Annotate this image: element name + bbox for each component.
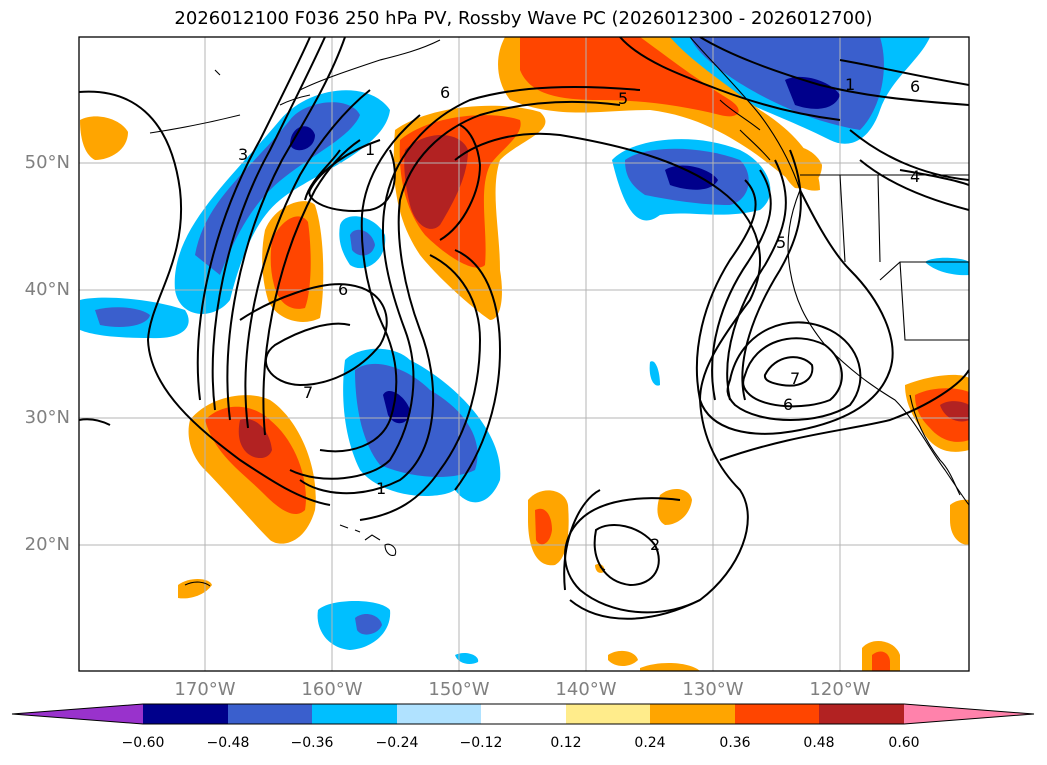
contour-label: 6 bbox=[338, 280, 348, 299]
lon-label: 150°W bbox=[428, 679, 490, 700]
lat-label: 30°N bbox=[24, 407, 70, 428]
lat-label: 40°N bbox=[24, 279, 70, 300]
contour-label: 2 bbox=[650, 535, 660, 554]
map-plot: 6 5 3 1 6 7 1 5 6 4 7 6 2 1 bbox=[78, 36, 970, 672]
colorbar-tick-label: 0.12 bbox=[550, 735, 582, 751]
lon-label: 130°W bbox=[682, 679, 744, 700]
lat-label: 50°N bbox=[24, 152, 70, 173]
colorbar-swatch bbox=[735, 704, 819, 724]
contour-label: 1 bbox=[845, 75, 855, 94]
colorbar-swatch bbox=[143, 704, 228, 724]
colorbar-tick-label: −0.60 bbox=[121, 735, 165, 751]
contour-label: 4 bbox=[910, 167, 920, 186]
colorbar-tick-label: −0.24 bbox=[375, 735, 419, 751]
contour-label: 7 bbox=[303, 383, 313, 402]
colorbar-swatches bbox=[12, 704, 1034, 724]
colorbar-tick-label: 0.24 bbox=[634, 735, 666, 751]
contour-label: 7 bbox=[790, 369, 800, 388]
contour-label: 5 bbox=[776, 233, 786, 252]
colorbar-swatch bbox=[228, 704, 312, 724]
lat-label: 20°N bbox=[24, 534, 70, 555]
lon-label: 120°W bbox=[809, 679, 871, 700]
positive-pv-anomalies bbox=[80, 37, 969, 671]
colorbar-tick-label: −0.48 bbox=[206, 735, 250, 751]
colorbar-swatch bbox=[819, 704, 904, 724]
map-frame bbox=[78, 36, 970, 672]
colorbar-swatch bbox=[397, 704, 481, 724]
lon-label: 170°W bbox=[174, 679, 236, 700]
colorbar-outline bbox=[11, 703, 1035, 725]
colorbar-tick-label: 0.36 bbox=[719, 735, 751, 751]
contour-label: 1 bbox=[376, 479, 386, 498]
contour-label: 6 bbox=[783, 395, 793, 414]
colorbar-swatch bbox=[312, 704, 397, 724]
colorbar-swatch bbox=[12, 704, 143, 724]
contour-label: 3 bbox=[238, 145, 248, 164]
colorbar-tick-label: −0.12 bbox=[459, 735, 503, 751]
colorbar-swatch bbox=[566, 704, 650, 724]
colorbar-tick-label: 0.48 bbox=[803, 735, 835, 751]
colorbar bbox=[11, 703, 1035, 725]
contour-label: 6 bbox=[440, 83, 450, 102]
contour-label: 6 bbox=[910, 77, 920, 96]
colorbar-swatch bbox=[481, 704, 566, 724]
colorbar-tick-label: 0.60 bbox=[888, 735, 920, 751]
map-title: 2026012100 F036 250 hPa PV, Rossby Wave … bbox=[174, 8, 873, 29]
contour-label: 5 bbox=[618, 89, 628, 108]
lon-label: 140°W bbox=[555, 679, 617, 700]
contour-label: 1 bbox=[365, 140, 375, 159]
colorbar-tick-label: −0.36 bbox=[290, 735, 334, 751]
colorbar-swatch bbox=[904, 704, 1034, 724]
lon-label: 160°W bbox=[301, 679, 363, 700]
contour-labels: 6 5 3 1 6 7 1 5 6 4 7 6 2 1 bbox=[238, 75, 920, 554]
pv-contours bbox=[79, 37, 969, 620]
colorbar-swatch bbox=[650, 704, 735, 724]
